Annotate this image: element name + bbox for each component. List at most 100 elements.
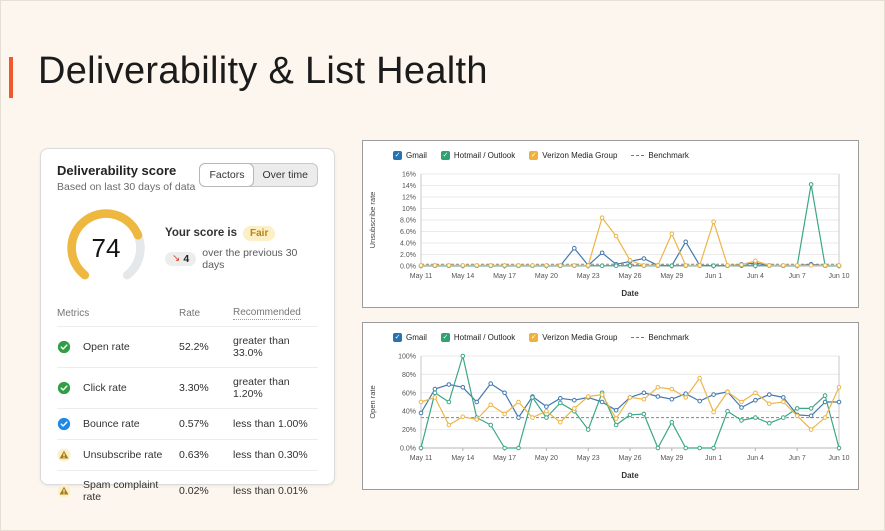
data-point [572, 263, 577, 268]
x-tick-label: May 29 [660, 273, 683, 280]
data-point [808, 427, 814, 432]
legend-item[interactable]: ✓ Verizon Media Group [529, 151, 618, 160]
data-point [446, 399, 452, 405]
data-point [836, 445, 842, 451]
metric-label: Open rate [83, 341, 130, 353]
x-tick-label: May 20 [535, 273, 558, 280]
metric-label: Bounce rate [83, 418, 140, 430]
y-axis-label: Unsubscribe rate [368, 192, 377, 249]
y-tick-label: 40% [402, 409, 416, 416]
legend-item[interactable]: ✓ Gmail [393, 333, 427, 342]
unsubscribe-rate-chart-card: ✓ Gmail ✓ Hotmail / Outlook ✓ Verizon Media G… [362, 140, 859, 308]
data-point [739, 399, 744, 405]
title-accent-bar [9, 57, 13, 98]
data-point [460, 385, 466, 390]
metric-recommended: less than 1.00% [233, 418, 308, 430]
legend-item[interactable]: ✓ Hotmail / Outlook [440, 333, 516, 342]
over-time-tab[interactable]: Over time [253, 164, 317, 186]
metric-recommended: less than 0.01% [233, 485, 308, 497]
data-point [418, 263, 424, 268]
data-point [418, 410, 424, 416]
data-point [739, 405, 744, 410]
trend-down-icon: ↘ [172, 253, 181, 264]
data-point [502, 445, 507, 451]
data-point [794, 263, 800, 268]
legend-item[interactable]: ✓ Gmail [393, 151, 427, 160]
data-point [558, 396, 563, 401]
benchmark-dash-icon [631, 337, 645, 338]
y-tick-label: 80% [402, 372, 416, 379]
data-point [697, 263, 703, 268]
data-point [767, 263, 772, 268]
data-point [655, 394, 661, 399]
data-point [418, 399, 424, 405]
data-point [627, 258, 633, 263]
col-header-metrics: Metrics [57, 308, 90, 319]
score-card-header: Deliverability score Based on last 30 da… [57, 163, 318, 193]
metrics-table-header: Metrics Rate Recommended [57, 303, 318, 326]
data-point [446, 382, 452, 387]
data-point [739, 262, 744, 268]
page-title: Deliverability & List Health [38, 50, 488, 92]
data-point [502, 390, 507, 396]
open-rate-chart-card: ✓ Gmail ✓ Hotmail / Outlook ✓ Verizon Media G… [362, 322, 859, 490]
metric-rate: 0.57% [179, 418, 209, 430]
data-point [460, 414, 466, 419]
legend-item[interactable]: ✓ Verizon Media Group [529, 333, 618, 342]
table-row-click-rate: Click rate 3.30% greater than 1.20% [57, 367, 318, 408]
data-point [669, 386, 675, 392]
data-point [446, 422, 452, 428]
metric-label: Spam complaint rate [83, 479, 159, 503]
legend-item-benchmark[interactable]: Benchmark [631, 333, 689, 342]
data-point [641, 411, 647, 417]
data-point [432, 263, 438, 268]
legend-item-benchmark[interactable]: Benchmark [631, 151, 689, 160]
open-rate-chart: 100% 80% 60% 40% 20% 0.0% May 11 May 14 May 17 Ma… [368, 354, 850, 481]
data-point [711, 219, 716, 225]
data-point [781, 415, 786, 420]
data-point [516, 399, 521, 405]
x-tick-label: May 20 [535, 455, 558, 462]
data-point [613, 263, 619, 268]
x-tick-label: May 29 [660, 455, 683, 462]
data-point [683, 263, 689, 268]
y-tick-label: 8.0% [400, 218, 416, 225]
data-point [572, 397, 577, 403]
data-point [516, 263, 521, 268]
unsubscribe-rate-chart: 16% 14% 12% 10% 8.0% 6.0% 4.0% 2.0% 0.0% May 11 Ma… [368, 172, 850, 299]
x-tick-label: Jun 1 [705, 455, 722, 462]
data-point [669, 263, 675, 268]
y-tick-label: 14% [402, 183, 416, 190]
gauge-svg [67, 209, 145, 280]
x-tick-label: May 14 [451, 455, 474, 462]
chart-legend: ✓ Gmail ✓ Hotmail / Outlook ✓ Verizon Media G… [393, 333, 858, 342]
data-point [474, 399, 479, 405]
data-point [781, 395, 786, 400]
legend-item[interactable]: ✓ Hotmail / Outlook [440, 151, 516, 160]
legend-checkbox-icon: ✓ [440, 151, 450, 160]
data-point [753, 258, 758, 264]
x-tick-label: Jun 10 [828, 455, 849, 462]
metric-label: Unsubscribe rate [83, 449, 163, 461]
x-tick-label: May 26 [619, 273, 642, 280]
data-point [599, 263, 605, 268]
warning-triangle-icon [57, 484, 71, 498]
data-point [669, 419, 675, 425]
factors-tab[interactable]: Factors [199, 163, 255, 187]
data-point [544, 415, 549, 420]
data-point [613, 416, 619, 421]
view-toggle: Factors Over time [199, 163, 318, 187]
y-tick-label: 12% [402, 195, 416, 202]
data-point [808, 406, 814, 411]
data-point [432, 390, 438, 396]
metric-recommended: greater than 1.20% [233, 376, 290, 400]
data-point [808, 182, 814, 187]
table-row-bounce-rate: Bounce rate 0.57% less than 1.00% [57, 408, 318, 439]
series-line [420, 355, 840, 449]
x-tick-label: Jun 7 [789, 455, 806, 462]
check-circle-blue-icon [57, 417, 71, 431]
data-point [781, 399, 786, 405]
y-tick-label: 100% [398, 354, 416, 361]
data-point [432, 395, 438, 400]
score-change-badge: ↘ 4 [165, 251, 197, 266]
